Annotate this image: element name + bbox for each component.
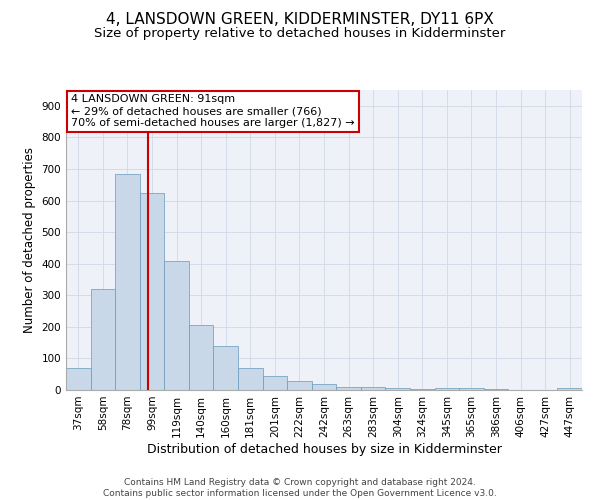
- Text: Contains HM Land Registry data © Crown copyright and database right 2024.
Contai: Contains HM Land Registry data © Crown c…: [103, 478, 497, 498]
- Bar: [361, 388, 385, 390]
- Text: Distribution of detached houses by size in Kidderminster: Distribution of detached houses by size …: [146, 442, 502, 456]
- Text: Size of property relative to detached houses in Kidderminster: Size of property relative to detached ho…: [94, 28, 506, 40]
- Bar: [189, 326, 214, 390]
- Text: 4, LANSDOWN GREEN, KIDDERMINSTER, DY11 6PX: 4, LANSDOWN GREEN, KIDDERMINSTER, DY11 6…: [106, 12, 494, 28]
- Bar: [434, 388, 459, 390]
- Bar: [385, 388, 410, 390]
- Bar: [410, 389, 434, 390]
- Bar: [214, 346, 238, 390]
- Bar: [287, 380, 312, 390]
- Bar: [484, 389, 508, 390]
- Y-axis label: Number of detached properties: Number of detached properties: [23, 147, 36, 333]
- Bar: [115, 174, 140, 390]
- Bar: [459, 388, 484, 390]
- Text: 4 LANSDOWN GREEN: 91sqm
← 29% of detached houses are smaller (766)
70% of semi-d: 4 LANSDOWN GREEN: 91sqm ← 29% of detache…: [71, 94, 355, 128]
- Bar: [140, 192, 164, 390]
- Bar: [238, 368, 263, 390]
- Bar: [336, 387, 361, 390]
- Bar: [66, 368, 91, 390]
- Bar: [312, 384, 336, 390]
- Bar: [164, 260, 189, 390]
- Bar: [557, 388, 582, 390]
- Bar: [263, 376, 287, 390]
- Bar: [91, 289, 115, 390]
